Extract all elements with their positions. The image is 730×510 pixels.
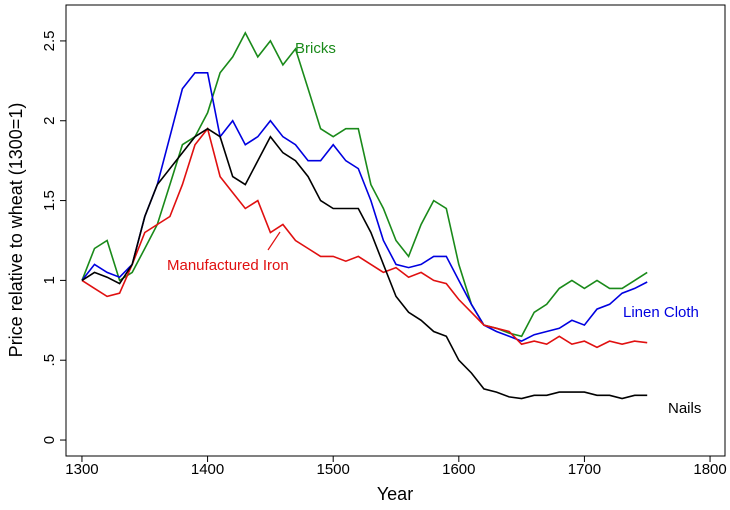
y-tick-label: 0 [41,436,58,444]
x-tick-label: 1500 [317,461,350,478]
x-tick-label: 1400 [191,461,224,478]
x-tick-label: 1600 [442,461,475,478]
y-tick-label: .5 [41,354,58,367]
series-label: Nails [668,400,701,417]
y-axis-label: Price relative to wheat (1300=1) [6,103,26,358]
series-line [81,126,648,349]
series-label: Bricks [295,40,336,57]
label-pointer [267,231,281,251]
y-tick-label: 2 [41,117,58,125]
y-tick-label: 2.5 [41,30,58,51]
series-line [81,127,648,400]
series-line [81,72,648,342]
y-tick-label: 1 [41,276,58,284]
x-tick-label: 1800 [693,461,726,478]
series-line [81,31,648,338]
x-tick-label: 1700 [568,461,601,478]
series-label: Manufactured Iron [167,257,289,274]
x-axis-label: Year [377,484,413,504]
series-label: Linen Cloth [623,304,699,321]
x-tick-label: 1300 [65,461,98,478]
plot-frame [65,4,726,457]
y-tick-label: 1.5 [41,190,58,211]
